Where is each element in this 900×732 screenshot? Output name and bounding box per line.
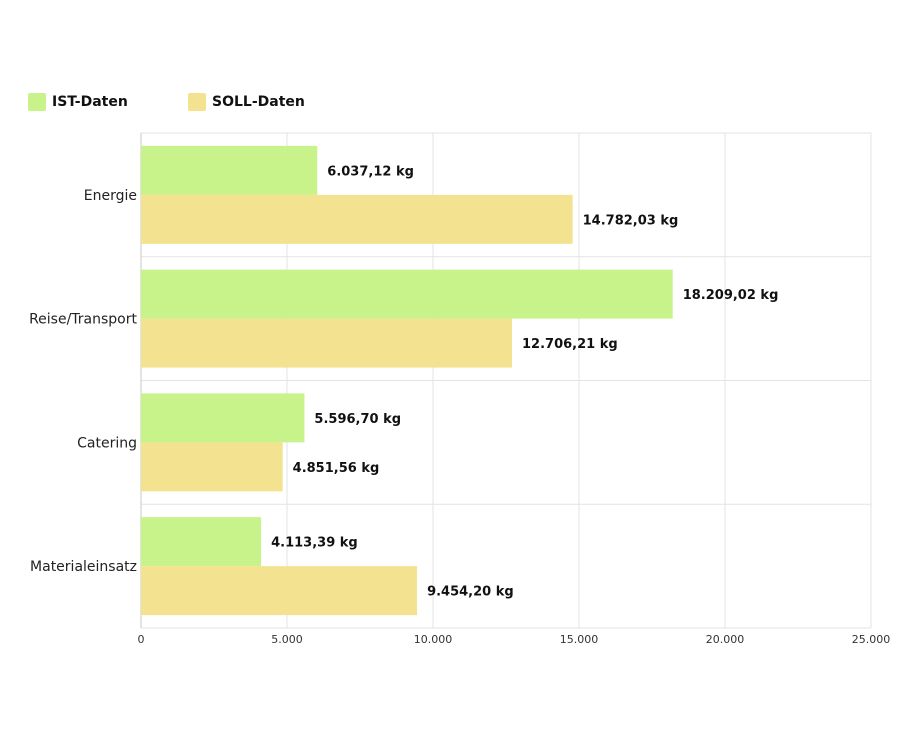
data-label-soll: 9.454,20 kg (427, 585, 514, 600)
x-tick-label: 25.000 (852, 633, 891, 646)
x-tick-label: 10.000 (414, 633, 453, 646)
data-label-ist: 18.209,02 kg (683, 288, 779, 303)
legend-item-ist[interactable]: IST-Daten (28, 93, 188, 111)
bar-soll (141, 194, 573, 244)
x-tick-label: 0 (138, 633, 145, 646)
data-label-ist: 5.596,70 kg (314, 412, 401, 427)
legend-swatch-ist (28, 93, 46, 111)
category-label: Reise/Transport (29, 312, 137, 328)
legend-label-ist: IST-Daten (52, 94, 128, 110)
x-tick-label: 5.000 (271, 633, 303, 646)
bar-soll (141, 318, 513, 368)
data-label-ist: 4.113,39 kg (271, 536, 358, 551)
category-label: Materialeinsatz (30, 559, 137, 575)
data-label-soll: 4.851,56 kg (293, 461, 380, 476)
bar-ist (141, 393, 305, 443)
bar-soll (141, 442, 283, 492)
category-label: Catering (77, 435, 137, 451)
legend-label-soll: SOLL-Daten (212, 94, 305, 110)
x-tick-label: 15.000 (560, 633, 599, 646)
bar-ist (141, 145, 318, 195)
bar-soll (141, 566, 418, 616)
bar-ist (141, 269, 673, 319)
data-label-soll: 12.706,21 kg (522, 337, 618, 352)
category-label: Energie (84, 188, 137, 204)
legend-swatch-soll (188, 93, 206, 111)
bar-ist (141, 517, 262, 567)
legend: IST-Daten SOLL-Daten (28, 93, 348, 111)
data-label-ist: 6.037,12 kg (327, 164, 414, 179)
x-tick-label: 20.000 (706, 633, 745, 646)
data-label-soll: 14.782,03 kg (583, 213, 679, 228)
legend-item-soll[interactable]: SOLL-Daten (188, 93, 348, 111)
